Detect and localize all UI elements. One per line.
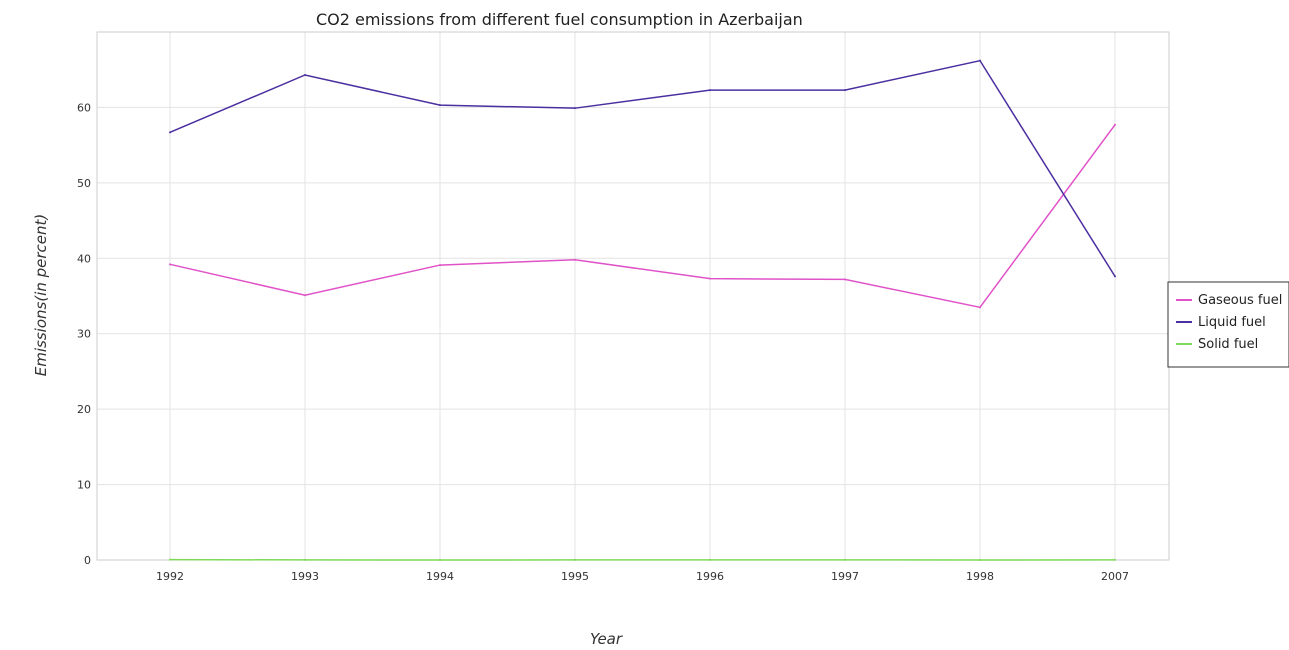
data-point-gaseous-fuel — [844, 278, 846, 281]
y-tick-label: 0 — [84, 554, 91, 567]
x-tick-label: 1996 — [696, 570, 724, 583]
data-point-gaseous-fuel — [1114, 123, 1116, 126]
y-tick-label: 30 — [77, 328, 91, 341]
legend-label: Solid fuel — [1198, 337, 1258, 352]
gridlines — [97, 32, 1169, 561]
legend-label: Liquid fuel — [1198, 315, 1266, 330]
series-line-liquid-fuel — [169, 59, 1116, 277]
x-axis-title: Year — [590, 630, 623, 648]
data-point-liquid-fuel — [844, 89, 846, 92]
legend-box — [1167, 281, 1289, 368]
data-point-solid-fuel — [1114, 558, 1116, 561]
x-tick-label: 1997 — [831, 570, 859, 583]
data-point-gaseous-fuel — [304, 294, 306, 297]
y-tick-label: 60 — [77, 101, 91, 114]
series-lines — [169, 59, 1116, 561]
data-point-solid-fuel — [844, 558, 846, 561]
y-tick-label: 10 — [77, 479, 91, 492]
data-point-liquid-fuel — [709, 89, 711, 92]
x-tick-label: 1998 — [966, 570, 994, 583]
y-axis-ticks: 0 10 20 30 40 50 60 — [77, 101, 91, 567]
y-tick-label: 50 — [77, 177, 91, 190]
data-point-liquid-fuel — [574, 107, 576, 110]
x-tick-label: 1992 — [156, 570, 184, 583]
data-point-liquid-fuel — [304, 73, 306, 76]
data-point-gaseous-fuel — [169, 263, 171, 266]
data-point-solid-fuel — [439, 559, 441, 561]
x-tick-label: 1994 — [426, 570, 454, 583]
data-point-liquid-fuel — [169, 131, 171, 134]
chart-title: CO2 emissions from different fuel consum… — [316, 10, 803, 29]
data-point-solid-fuel — [169, 558, 171, 561]
data-point-solid-fuel — [304, 558, 306, 561]
data-point-gaseous-fuel — [439, 264, 441, 267]
data-point-liquid-fuel — [1114, 275, 1116, 278]
legend: Gaseous fuel Liquid fuel Solid fuel — [1167, 281, 1289, 368]
data-point-liquid-fuel — [439, 104, 441, 107]
data-point-solid-fuel — [574, 558, 576, 561]
data-point-gaseous-fuel — [574, 258, 576, 261]
data-point-gaseous-fuel — [979, 306, 981, 309]
series-line-gaseous-fuel — [169, 124, 1116, 309]
data-point-gaseous-fuel — [709, 277, 711, 280]
y-axis-title: Emissions(in percent) — [32, 214, 50, 376]
x-tick-label: 1993 — [291, 570, 319, 583]
x-tick-label: 1995 — [561, 570, 589, 583]
y-tick-label: 40 — [77, 252, 91, 265]
x-axis-ticks: 1992 1993 1994 1995 1996 1997 1998 2007 — [156, 570, 1129, 583]
data-point-solid-fuel — [709, 558, 711, 561]
legend-label: Gaseous fuel — [1198, 293, 1282, 308]
plot-area — [96, 31, 1170, 561]
y-tick-label: 20 — [77, 403, 91, 416]
x-tick-label: 2007 — [1101, 570, 1129, 583]
data-point-solid-fuel — [979, 559, 981, 561]
data-point-liquid-fuel — [979, 59, 981, 62]
